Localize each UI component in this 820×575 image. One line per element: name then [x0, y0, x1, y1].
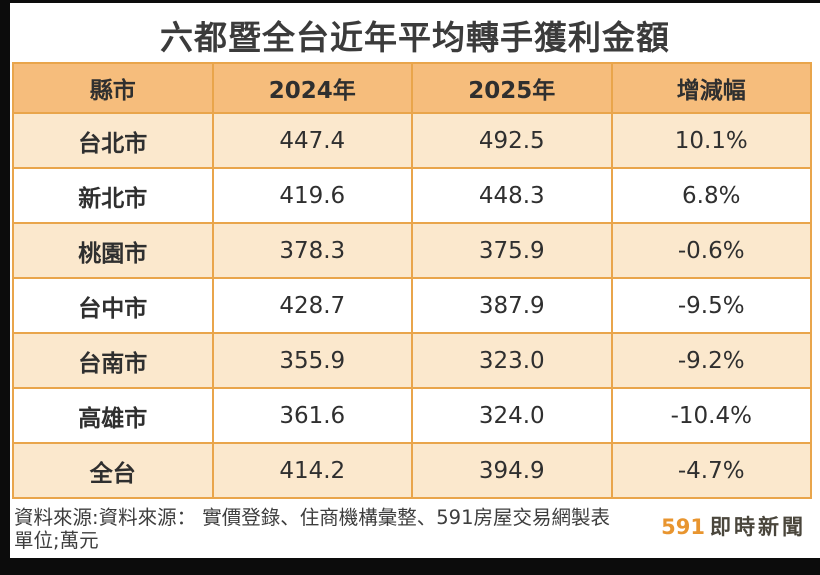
- cell-2024: 414.2: [211, 442, 413, 499]
- table-header: 縣市 2024年 2025年 增減幅: [12, 62, 812, 114]
- cell-change: -9.2%: [610, 332, 812, 389]
- cell-change: 6.8%: [610, 167, 812, 224]
- source-line: 資料來源:資料來源： 實價登錄、住商機構彙整、591房屋交易網製表: [14, 506, 610, 529]
- cell-2025: 387.9: [411, 277, 613, 334]
- infographic-page: 六都暨全台近年平均轉手獲利金額 縣市 2024年 2025年 增減幅 台北市 4…: [10, 3, 820, 558]
- table-row: 新北市 419.6 448.3 6.8%: [12, 167, 812, 224]
- cell-city: 台北市: [12, 112, 214, 169]
- table-row: 桃園市 378.3 375.9 -0.6%: [12, 222, 812, 279]
- table-row: 台中市 428.7 387.9 -9.5%: [12, 277, 812, 334]
- header-cell-city: 縣市: [12, 62, 214, 114]
- cell-change: 10.1%: [610, 112, 812, 169]
- 591-news-logo: 591 即時新聞: [661, 511, 806, 541]
- cell-city: 桃園市: [12, 222, 214, 279]
- cell-2025: 375.9: [411, 222, 613, 279]
- table-row: 台南市 355.9 323.0 -9.2%: [12, 332, 812, 389]
- cell-2024: 355.9: [211, 332, 413, 389]
- cell-2025: 394.9: [411, 442, 613, 499]
- header-cell-2024: 2024年: [211, 62, 413, 114]
- cell-change: -0.6%: [610, 222, 812, 279]
- logo-name-text: 即時新聞: [710, 515, 806, 539]
- cell-city: 台中市: [12, 277, 214, 334]
- cell-city: 全台: [12, 442, 214, 499]
- cell-change: -10.4%: [610, 387, 812, 444]
- cell-change: -9.5%: [610, 277, 812, 334]
- cell-2024: 378.3: [211, 222, 413, 279]
- cell-2024: 428.7: [211, 277, 413, 334]
- table-body: 台北市 447.4 492.5 10.1% 新北市 419.6 448.3 6.…: [12, 112, 812, 499]
- cell-2025: 323.0: [411, 332, 613, 389]
- cell-2024: 447.4: [211, 112, 413, 169]
- profit-table: 縣市 2024年 2025年 增減幅 台北市 447.4 492.5 10.1%…: [12, 62, 812, 499]
- unit-line: 單位;萬元: [14, 529, 99, 552]
- cell-2024: 419.6: [211, 167, 413, 224]
- cell-2025: 324.0: [411, 387, 613, 444]
- header-cell-2025: 2025年: [411, 62, 613, 114]
- logo-number-text: 591: [661, 515, 705, 539]
- table-row: 全台 414.2 394.9 -4.7%: [12, 442, 812, 499]
- header-cell-change: 增減幅: [610, 62, 812, 114]
- cell-change: -4.7%: [610, 442, 812, 499]
- table-row: 高雄市 361.6 324.0 -10.4%: [12, 387, 812, 444]
- cell-city: 高雄市: [12, 387, 214, 444]
- header-row: 縣市 2024年 2025年 增減幅: [12, 62, 812, 114]
- footer-source: 資料來源:資料來源： 實價登錄、住商機構彙整、591房屋交易網製表 單位;萬元: [14, 506, 674, 552]
- cell-city: 台南市: [12, 332, 214, 389]
- table-row: 台北市 447.4 492.5 10.1%: [12, 112, 812, 169]
- cell-2025: 448.3: [411, 167, 613, 224]
- cell-2024: 361.6: [211, 387, 413, 444]
- cell-2025: 492.5: [411, 112, 613, 169]
- cell-city: 新北市: [12, 167, 214, 224]
- page-title: 六都暨全台近年平均轉手獲利金額: [160, 18, 670, 57]
